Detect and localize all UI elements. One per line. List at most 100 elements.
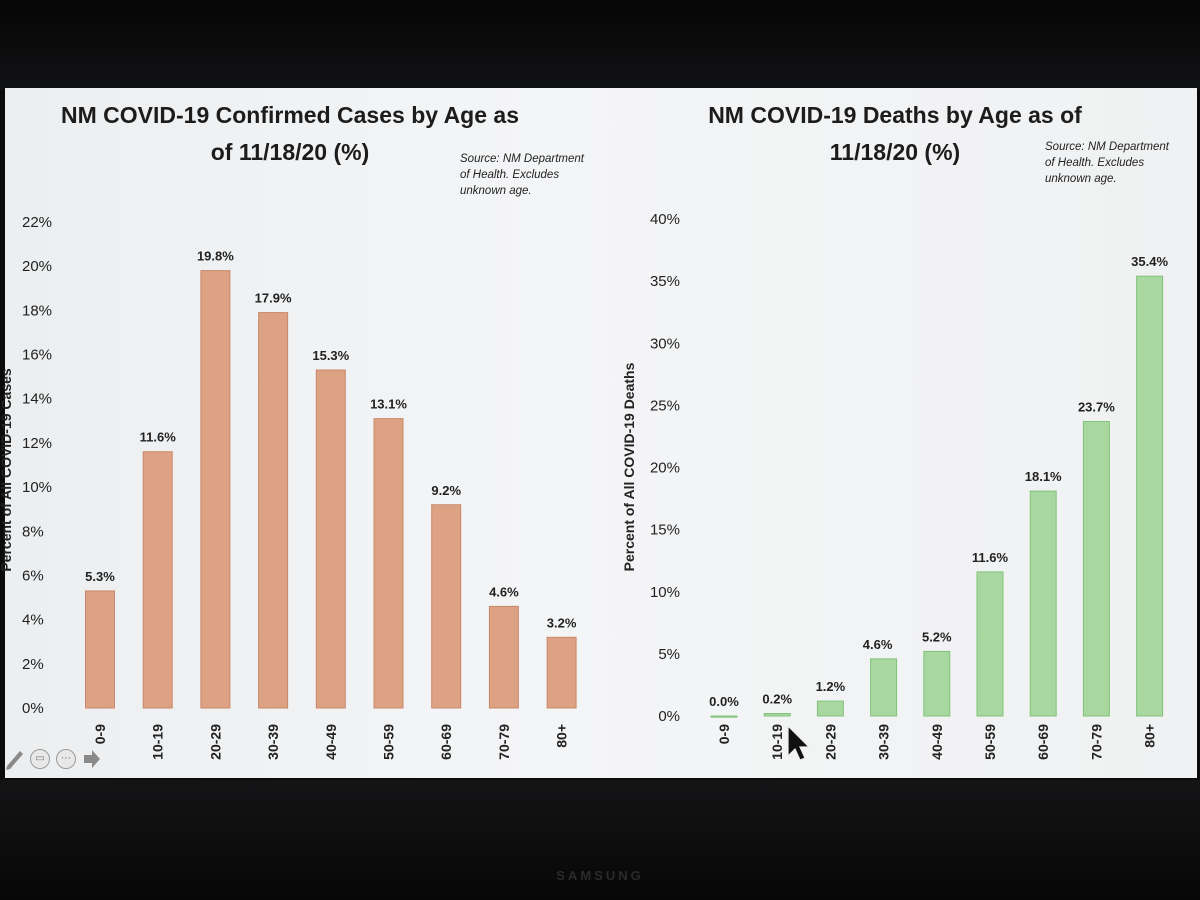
cases-y-tick-label: 6% xyxy=(22,567,44,584)
deaths-y-tick-label: 25% xyxy=(650,397,680,414)
cases-data-label: 4.6% xyxy=(489,584,519,599)
cases-source-line3: unknown age. xyxy=(460,185,532,197)
cases-bar xyxy=(431,504,462,709)
deaths-data-label: 4.6% xyxy=(863,637,893,652)
deaths-category-label: 10-19 xyxy=(769,724,785,760)
deaths-source-line1: Source: NM Department xyxy=(1045,141,1170,153)
cases-data-label: 3.2% xyxy=(547,615,577,630)
monitor-brand: SAMSUNG xyxy=(556,868,644,883)
cases-category-label: 40-49 xyxy=(323,724,339,760)
cases-data-label: 15.3% xyxy=(312,348,349,363)
cases-category-label: 50-59 xyxy=(381,724,397,760)
cases-category-label: 0-9 xyxy=(92,724,108,744)
cases-y-ticks: 0% 2% 4% 6% 8% 10% 12% 14% 16% 18% 20% 22% xyxy=(22,214,52,717)
cases-bar xyxy=(200,270,231,709)
deaths-y-axis-label: Percent of All COVID-19 Deaths xyxy=(621,362,637,571)
cases-y-axis-label: Percent of All COVID-19 Cases xyxy=(0,368,14,572)
deaths-data-label: 11.6% xyxy=(972,550,1009,565)
deaths-y-tick-label: 0% xyxy=(658,708,680,725)
deaths-category-label: 50-59 xyxy=(982,724,998,760)
monitor-bezel-top xyxy=(0,0,1200,90)
cases-category-label: 20-29 xyxy=(207,724,223,760)
deaths-data-label: 0.0% xyxy=(709,694,739,709)
cases-y-tick-label: 14% xyxy=(22,391,52,408)
cases-data-label: 9.2% xyxy=(431,483,461,498)
cases-category-label: 60-69 xyxy=(438,724,454,760)
next-arrow-icon[interactable] xyxy=(82,746,102,772)
deaths-bar xyxy=(923,650,951,717)
cases-data-label: 19.8% xyxy=(197,249,234,264)
deaths-category-label: 60-69 xyxy=(1035,724,1051,760)
deaths-category-label: 0-9 xyxy=(716,724,732,744)
cases-source-line2: of Health. Excludes xyxy=(460,169,559,181)
cases-data-label: 11.6% xyxy=(140,430,177,445)
cases-bar xyxy=(373,418,404,709)
subtitles-icon[interactable]: ▭ xyxy=(30,749,50,769)
deaths-source-line3: unknown age. xyxy=(1045,173,1117,185)
cases-bars xyxy=(85,270,577,709)
mouse-cursor-icon xyxy=(787,724,811,761)
deaths-chart-title-line1: NM COVID-19 Deaths by Age as of xyxy=(708,102,1082,128)
deaths-bar xyxy=(1082,421,1110,717)
cases-y-tick-label: 2% xyxy=(22,656,44,673)
deaths-y-ticks: 0% 5% 10% 15% 20% 25% 30% 35% 40% xyxy=(650,211,680,725)
cases-bar xyxy=(546,636,577,709)
cases-category-label: 70-79 xyxy=(496,724,512,760)
cases-y-tick-label: 22% xyxy=(22,214,52,231)
deaths-data-label: 35.4% xyxy=(1131,254,1168,269)
deaths-chart-title-line2: 11/18/20 (%) xyxy=(830,139,960,165)
cases-y-tick-label: 16% xyxy=(22,347,52,364)
deaths-bars xyxy=(710,275,1164,718)
cases-data-labels: 5.3% 11.6% 19.8% 17.9% 15.3% 13.1% 9.2% 4.6% 3.2… xyxy=(85,249,577,631)
cases-category-label: 30-39 xyxy=(265,724,281,760)
cases-y-tick-label: 10% xyxy=(22,479,52,496)
deaths-y-tick-label: 35% xyxy=(650,273,680,290)
deaths-bar xyxy=(710,715,738,718)
cases-y-tick-label: 18% xyxy=(22,302,52,319)
more-icon[interactable]: ⋯ xyxy=(56,749,76,769)
deaths-category-label: 20-29 xyxy=(822,724,838,760)
deaths-bar xyxy=(1029,490,1057,717)
cases-bar xyxy=(142,451,173,709)
cases-y-tick-label: 4% xyxy=(22,612,44,629)
deaths-y-tick-label: 10% xyxy=(650,584,680,601)
slideshow-toolbar: ▭ ⋯ xyxy=(4,746,108,772)
cases-bar xyxy=(258,312,289,709)
deaths-bar xyxy=(976,571,1004,717)
deaths-y-tick-label: 20% xyxy=(650,460,680,477)
deaths-bar xyxy=(870,658,898,717)
deaths-category-label: 70-79 xyxy=(1088,724,1104,760)
deaths-y-tick-label: 30% xyxy=(650,335,680,352)
monitor-bezel-bottom xyxy=(0,780,1200,900)
cases-source-line1: Source: NM Department xyxy=(460,153,585,165)
deaths-bar xyxy=(763,713,791,717)
cases-data-label: 17.9% xyxy=(255,291,292,306)
cases-data-label: 13.1% xyxy=(370,397,407,412)
cases-chart-title-line2: of 11/18/20 (%) xyxy=(211,139,370,165)
deaths-y-tick-label: 15% xyxy=(650,522,680,539)
cases-y-tick-label: 0% xyxy=(22,700,44,717)
deaths-source-line2: of Health. Excludes xyxy=(1045,157,1144,169)
cases-category-labels: 0-9 10-19 20-29 30-39 40-49 50-59 60-69 70-79 80… xyxy=(92,724,570,760)
deaths-category-label: 80+ xyxy=(1142,724,1158,748)
deaths-chart: NM COVID-19 Deaths by Age as of 11/18/20… xyxy=(621,102,1170,760)
deaths-category-label: 40-49 xyxy=(929,724,945,760)
cases-bar xyxy=(488,605,519,709)
cases-bar xyxy=(315,369,346,709)
cases-category-label: 10-19 xyxy=(150,724,166,760)
deaths-data-label: 23.7% xyxy=(1078,400,1115,415)
cases-data-label: 5.3% xyxy=(85,569,115,584)
deaths-data-labels: 0.0% 0.2% 1.2% 4.6% 5.2% 11.6% 18.1% 23.7% 35.4% xyxy=(709,254,1168,709)
deaths-y-tick-label: 40% xyxy=(650,211,680,228)
cases-category-label: 80+ xyxy=(554,724,570,748)
deaths-bar xyxy=(1136,275,1164,717)
pen-icon[interactable] xyxy=(4,746,26,772)
cases-y-tick-label: 8% xyxy=(22,523,44,540)
cases-bar xyxy=(85,590,115,709)
cases-y-tick-label: 12% xyxy=(22,435,52,452)
deaths-category-label: 30-39 xyxy=(876,724,892,760)
deaths-data-label: 0.2% xyxy=(762,692,792,707)
deaths-y-tick-label: 5% xyxy=(658,646,680,663)
cases-y-tick-label: 20% xyxy=(22,258,52,275)
